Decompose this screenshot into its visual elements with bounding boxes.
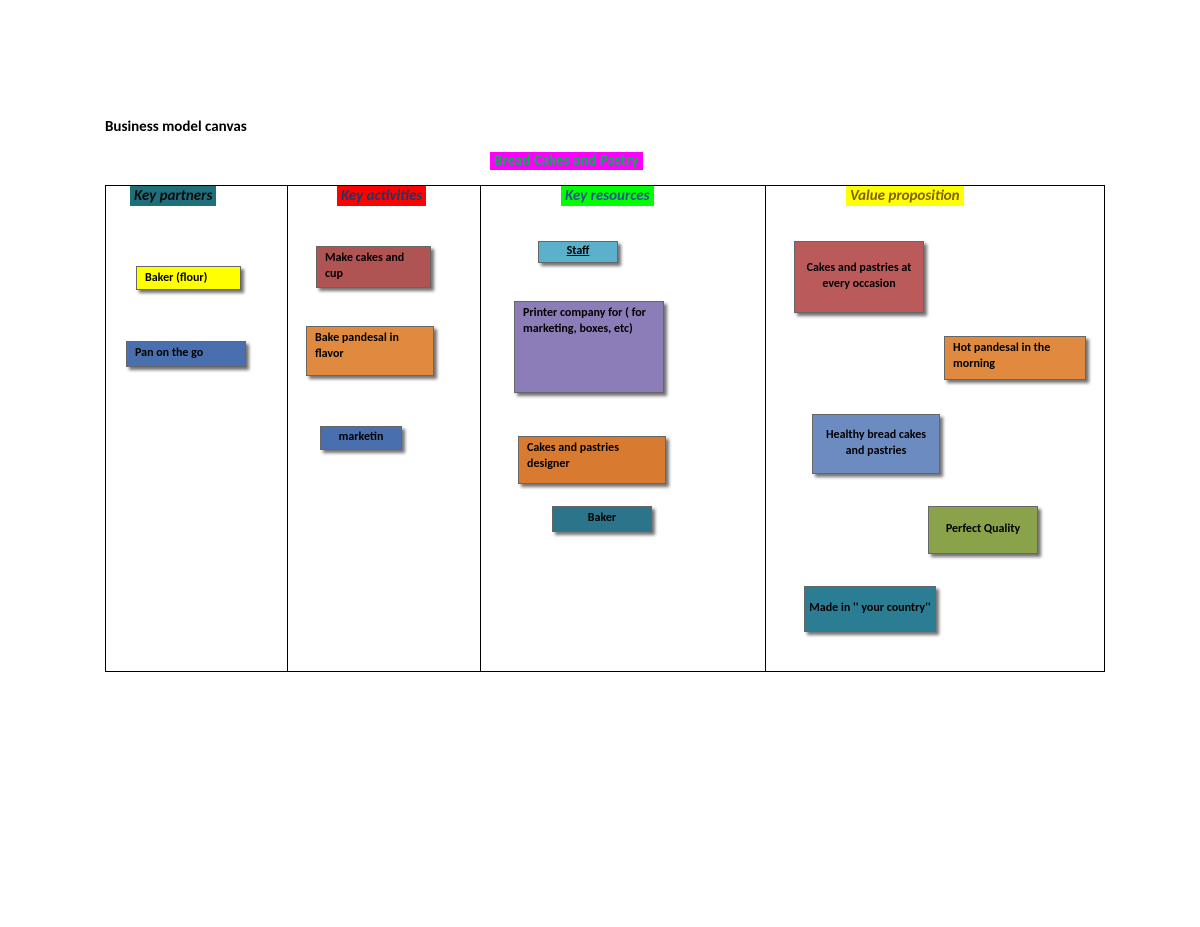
column-header-partners: Key partners (130, 186, 216, 206)
box-baker-flour: Baker (flour) (136, 266, 241, 290)
column-header-activities: Key activities (337, 186, 426, 206)
column-partners: Key partners (106, 186, 288, 671)
box-designer: Cakes and pastries designer (518, 436, 666, 484)
box-healthy: Healthy bread cakes and pastries (812, 414, 940, 474)
column-header-value: Value proposition (846, 186, 964, 206)
box-staff: Staff (538, 241, 618, 263)
subtitle: Bread Cakes and Pastry (490, 152, 643, 170)
box-marketing: marketin (320, 426, 402, 450)
box-make-cakes: Make cakes and cup (316, 246, 431, 288)
box-quality: Perfect Quality (928, 506, 1038, 554)
box-baker: Baker (552, 506, 652, 532)
column-resources: Key resources (481, 186, 766, 671)
box-made-in: Made in '' your country'' (804, 586, 936, 632)
page-title: Business model canvas (105, 118, 247, 136)
box-cakes-occasion: Cakes and pastries at every occasion (794, 241, 924, 313)
box-hot-pandesal: Hot pandesal in the morning (944, 336, 1086, 380)
box-bake-pandesal: Bake pandesal in flavor (306, 326, 434, 376)
canvas-frame: Key partners Key activities Key resources V… (105, 185, 1105, 672)
box-pan-on-go: Pan on the go (126, 341, 246, 367)
column-header-resources: Key resources (561, 186, 654, 206)
box-printer: Printer company for ( for marketing, box… (514, 301, 664, 393)
